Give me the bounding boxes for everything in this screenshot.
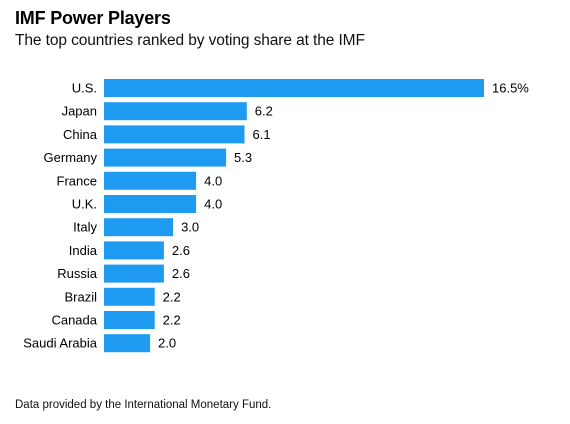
value-label: 2.0 bbox=[158, 336, 176, 351]
chart-title: IMF Power Players bbox=[15, 8, 171, 28]
bar bbox=[104, 311, 155, 329]
category-label: Italy bbox=[73, 220, 97, 235]
value-label: 16.5% bbox=[492, 81, 529, 96]
bar-chart: U.S. 16.5% Japan 6.2 China 6.1 Germany 5.3 Franc… bbox=[23, 79, 529, 353]
value-label: 3.0 bbox=[181, 220, 199, 235]
value-label: 5.3 bbox=[234, 150, 252, 165]
category-label: U.S. bbox=[72, 81, 97, 96]
category-label: U.K. bbox=[72, 197, 97, 212]
value-label: 4.0 bbox=[204, 173, 222, 188]
value-label: 6.1 bbox=[252, 127, 270, 142]
value-label: 2.6 bbox=[172, 243, 190, 258]
category-label: Japan bbox=[62, 104, 97, 119]
source-note: Data provided by the International Monet… bbox=[15, 399, 272, 411]
bar bbox=[104, 241, 164, 260]
chart-subtitle: The top countries ranked by voting share… bbox=[15, 32, 365, 49]
bar bbox=[104, 287, 155, 306]
category-label: France bbox=[57, 173, 97, 188]
bar bbox=[104, 171, 197, 190]
value-label: 2.6 bbox=[172, 266, 190, 281]
bar bbox=[104, 102, 247, 121]
category-label: Canada bbox=[51, 313, 97, 328]
bars-layer: U.S. 16.5% Japan 6.2 China 6.1 Germany 5.3 Franc… bbox=[23, 79, 529, 353]
value-label: 2.2 bbox=[163, 313, 181, 328]
bar bbox=[104, 218, 174, 237]
category-label: China bbox=[63, 127, 98, 142]
category-label: Saudi Arabia bbox=[23, 336, 97, 351]
category-label: India bbox=[69, 243, 98, 258]
bar bbox=[104, 148, 227, 167]
bar bbox=[104, 334, 151, 353]
bar bbox=[104, 264, 164, 283]
category-label: Brazil bbox=[64, 289, 97, 304]
bar bbox=[104, 79, 484, 97]
value-label: 6.2 bbox=[255, 104, 273, 119]
category-label: Russia bbox=[57, 266, 98, 281]
bar bbox=[104, 125, 245, 144]
value-label: 4.0 bbox=[204, 197, 222, 212]
category-label: Germany bbox=[44, 150, 98, 165]
value-label: 2.2 bbox=[163, 289, 181, 304]
bar bbox=[104, 195, 197, 213]
